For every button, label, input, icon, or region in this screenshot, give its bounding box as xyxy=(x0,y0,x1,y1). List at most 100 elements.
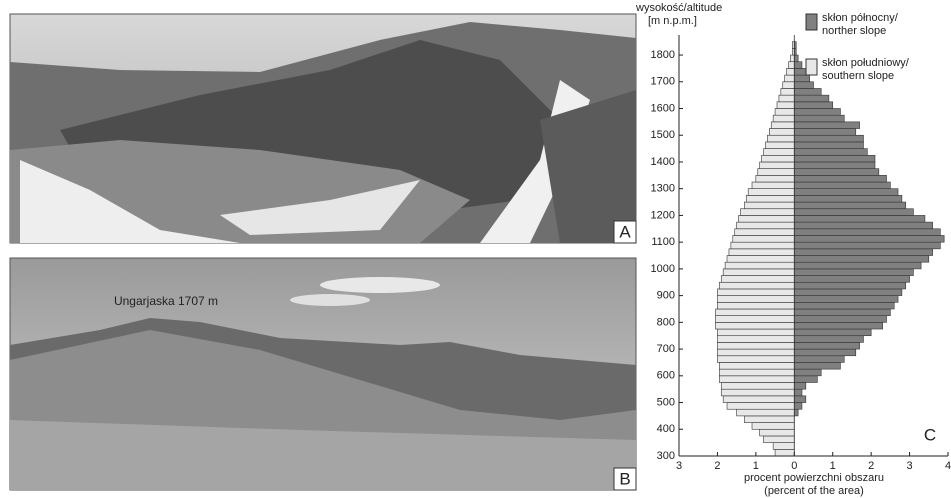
peak-annotation: Ungarjaska 1707 m xyxy=(114,294,218,308)
photo-a: A xyxy=(10,14,636,243)
bar xyxy=(794,75,809,82)
figure: A Ungarjaska 1707 m B wysokość/altitude … xyxy=(0,0,951,498)
bar xyxy=(719,282,794,289)
bar xyxy=(717,296,794,303)
bar xyxy=(794,276,909,283)
bar xyxy=(777,102,794,109)
bar xyxy=(739,215,795,222)
x-tick-label: 0 xyxy=(791,460,797,472)
y-tick-label: 1500 xyxy=(651,129,675,141)
bar xyxy=(794,115,844,122)
legend-label: skłon południowy/southern slope xyxy=(822,57,910,82)
x-tick-label: 2 xyxy=(714,460,720,472)
bar xyxy=(794,349,855,356)
bar xyxy=(785,75,795,82)
bar xyxy=(794,135,863,142)
bar xyxy=(737,222,795,229)
bar xyxy=(735,229,795,236)
y-tick-label: 900 xyxy=(657,290,675,302)
bar xyxy=(771,122,794,129)
y-tick-label: 1700 xyxy=(651,76,675,88)
bar xyxy=(717,289,794,296)
bar xyxy=(794,195,902,202)
bar xyxy=(794,262,921,269)
y-tick-label: 500 xyxy=(657,396,675,408)
bar xyxy=(716,316,795,323)
x-tick-label: 3 xyxy=(676,460,682,472)
y-tick-label: 1400 xyxy=(651,156,675,168)
bar xyxy=(746,195,794,202)
y-tick-label: 400 xyxy=(657,423,675,435)
bar xyxy=(721,276,794,283)
bar xyxy=(794,109,840,116)
bar xyxy=(794,162,875,169)
bar xyxy=(717,342,794,349)
bar xyxy=(781,88,794,95)
bar xyxy=(727,256,794,263)
bar xyxy=(794,356,844,363)
x-tick-label: 1 xyxy=(753,460,759,472)
panel-label: B xyxy=(619,469,630,488)
bar xyxy=(794,182,890,189)
chart: wysokość/altitude [m n.p.m.] procent pow… xyxy=(635,2,951,497)
x-tick-label: 4 xyxy=(945,460,951,472)
bar xyxy=(794,296,898,303)
y-tick-label: 800 xyxy=(657,316,675,328)
bar xyxy=(775,109,794,116)
y-tick-label: 1200 xyxy=(651,209,675,221)
x-axis-title: (percent of the area) xyxy=(764,485,864,497)
bar xyxy=(744,416,794,423)
y-axis-title: wysokość/altitude xyxy=(635,2,722,14)
bar xyxy=(723,396,794,403)
y-tick-label: 600 xyxy=(657,370,675,382)
bar xyxy=(794,256,929,263)
bar xyxy=(794,95,829,102)
bar xyxy=(794,309,890,316)
bar xyxy=(794,376,817,383)
bar xyxy=(794,82,813,89)
bar xyxy=(794,369,821,376)
y-tick-label: 300 xyxy=(657,450,675,462)
bar xyxy=(731,242,794,249)
bar xyxy=(740,209,794,216)
bar xyxy=(794,68,806,75)
bar xyxy=(760,429,795,436)
bar xyxy=(760,162,795,169)
bar xyxy=(794,155,875,162)
bar xyxy=(794,409,798,416)
bar xyxy=(716,309,795,316)
bar xyxy=(762,155,795,162)
bar xyxy=(794,242,940,249)
bar xyxy=(794,229,940,236)
bar xyxy=(794,88,821,95)
legend-swatch xyxy=(806,14,817,30)
y-tick-label: 1800 xyxy=(651,49,675,61)
bar xyxy=(794,189,898,196)
bar xyxy=(794,382,806,389)
bar xyxy=(779,95,794,102)
bar xyxy=(764,436,795,443)
x-axis-title: procent powierzchni obszaru xyxy=(744,472,884,484)
bar xyxy=(790,55,794,62)
bar xyxy=(794,316,886,323)
bar xyxy=(794,322,882,329)
bar xyxy=(727,403,794,410)
bar xyxy=(729,249,794,256)
bar xyxy=(769,129,794,136)
bar xyxy=(789,62,795,69)
bar xyxy=(794,336,863,343)
bar xyxy=(773,115,794,122)
bar xyxy=(737,409,795,416)
bar xyxy=(758,169,795,176)
bar xyxy=(767,135,794,142)
bar xyxy=(794,149,867,156)
panel-label: A xyxy=(619,222,631,241)
y-tick-label: 1600 xyxy=(651,102,675,114)
legend-label: skłon północny/norther slope xyxy=(822,12,899,37)
y-tick-label: 1300 xyxy=(651,183,675,195)
bar xyxy=(721,382,794,389)
bar xyxy=(725,262,794,269)
bar xyxy=(719,369,794,376)
x-tick-label: 2 xyxy=(868,460,874,472)
bar xyxy=(794,62,802,69)
